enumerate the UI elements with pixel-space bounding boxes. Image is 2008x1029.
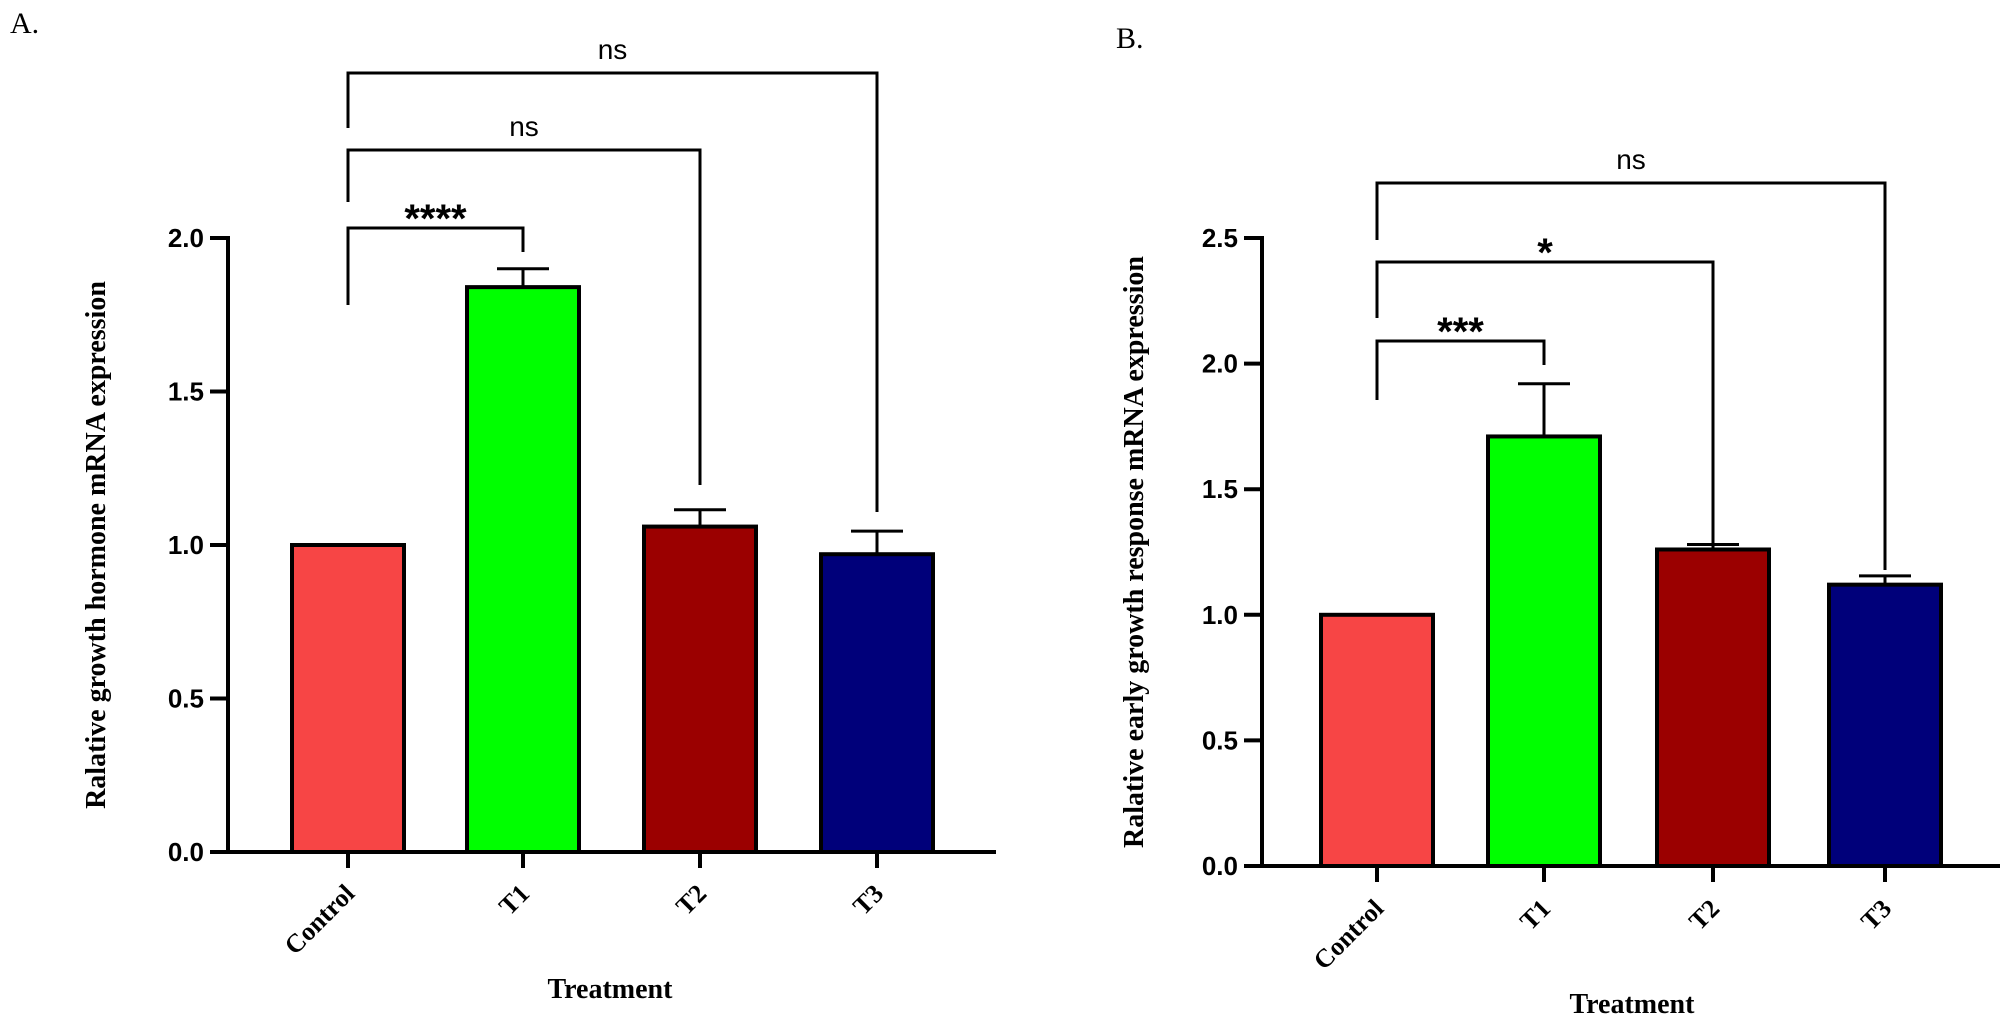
x-tick-label: T1 [1514,894,1556,936]
x-tick-label: T2 [670,879,712,921]
significance-bracket [346,226,525,305]
bar-control [290,543,406,854]
panel-label: B. [1116,22,1144,55]
significance-label: *** [1437,310,1484,354]
bar-t1 [1486,434,1602,868]
x-axis-title: Treatment [548,974,674,1005]
y-axis-title: Ralative growth hormone mRNA expression [81,281,112,809]
panel-a: A. 0.0 0.5 1.0 1.5 2.0 Control T1 T2 T3 Treatment R… [10,7,996,1005]
significance-label: ns [509,111,539,142]
significance-bracket [1375,181,1887,570]
panel-b: B. 0.0 0.5 1.0 1.5 2.0 2.5 Control T1 T2 T3 Treatme… [1116,22,2000,1020]
x-tick-label: T1 [493,879,535,921]
y-tick-label: 1.0 [168,530,204,560]
x-tick-label: Control [1308,894,1389,975]
x-tick-label: T3 [847,879,889,921]
x-axis-title: Treatment [1570,989,1696,1020]
significance-bracket [346,148,702,485]
significance-bracket [346,71,879,512]
significance-bracket [1375,260,1715,545]
y-tick-label: 1.0 [1202,600,1238,630]
significance-label: ns [1616,144,1646,175]
bar-t3 [819,552,935,855]
x-tick-label: T3 [1855,894,1897,936]
y-tick-label: 0.0 [1202,851,1238,881]
panel-label: A. [10,7,39,40]
y-tick-label: 1.5 [168,377,204,407]
bar-t1 [465,285,581,854]
y-tick-label: 0.0 [168,837,204,867]
bar-t2 [642,524,758,855]
x-tick-label: Control [279,879,360,960]
y-tick-label: 2.0 [1202,349,1238,379]
y-axis-title: Ralative early growth response mRNA expr… [1119,256,1150,848]
significance-label: **** [404,197,467,241]
bar-t2 [1655,547,1771,868]
significance-label: ns [598,34,628,65]
bar-control [1319,612,1435,868]
significance-bracket [1375,339,1546,400]
significance-label: * [1537,231,1553,275]
y-tick-label: 0.5 [168,684,204,714]
y-tick-label: 0.5 [1202,725,1238,755]
bar-t3 [1827,582,1943,868]
x-tick-label: T2 [1683,894,1725,936]
y-tick-label: 2.5 [1202,223,1238,253]
y-tick-label: 2.0 [168,223,204,253]
y-tick-label: 1.5 [1202,474,1238,504]
